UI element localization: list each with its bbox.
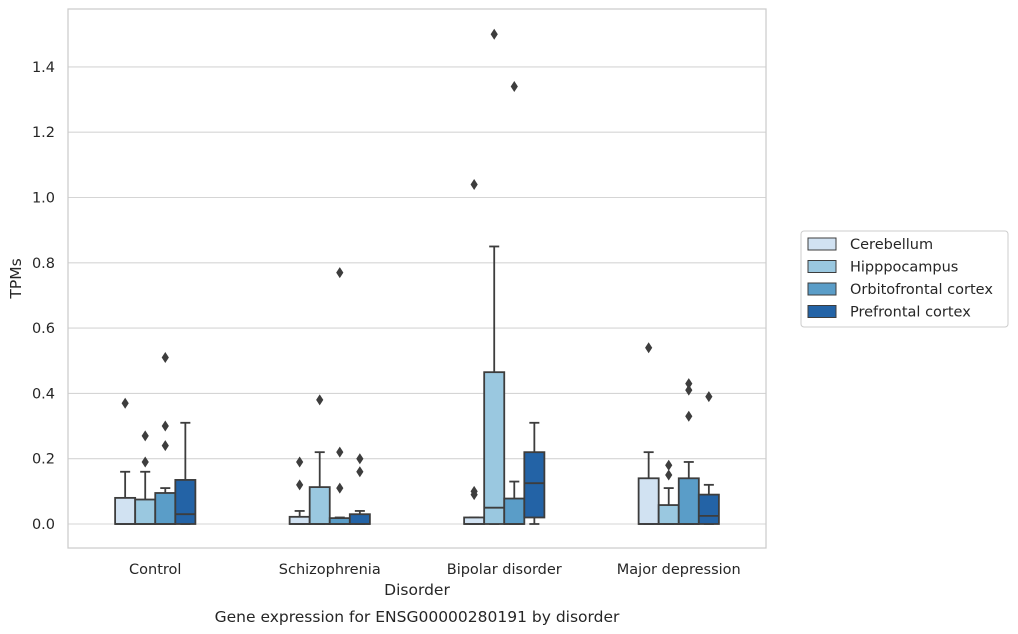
box bbox=[348, 513, 371, 525]
y-tick-label: 0.4 bbox=[32, 386, 55, 402]
outlier-point bbox=[141, 456, 149, 468]
box-group bbox=[503, 80, 526, 525]
box-group bbox=[308, 394, 331, 525]
outlier-point bbox=[685, 378, 693, 390]
legend-label: Orbitofrontal cortex bbox=[850, 282, 993, 298]
legend-label: Prefrontal cortex bbox=[850, 305, 971, 321]
box bbox=[174, 479, 197, 525]
outlier-point bbox=[665, 459, 673, 471]
x-tick-label: Bipolar disorder bbox=[447, 562, 562, 578]
outlier-point bbox=[685, 410, 693, 422]
x-tick-label: Schizophrenia bbox=[279, 562, 381, 578]
box-group bbox=[697, 391, 720, 525]
x-tick-labels: Control Schizophrenia Bipolar disorder Majo… bbox=[129, 562, 741, 578]
legend-label: Cerebellum bbox=[850, 237, 933, 253]
outlier-point bbox=[336, 482, 344, 494]
outlier-point bbox=[316, 394, 324, 406]
box bbox=[677, 477, 700, 525]
box bbox=[154, 492, 177, 525]
outlier-point bbox=[121, 397, 129, 409]
y-tick-label: 0.2 bbox=[32, 452, 55, 468]
x-tick-label: Major depression bbox=[617, 562, 741, 578]
outlier-point bbox=[141, 430, 149, 442]
outlier-point bbox=[161, 351, 169, 363]
outlier-point bbox=[490, 28, 498, 40]
x-tick-label: Control bbox=[129, 562, 181, 578]
outlier-point bbox=[356, 453, 364, 465]
box bbox=[114, 496, 137, 525]
box-group bbox=[523, 421, 546, 525]
box-group bbox=[328, 267, 351, 525]
outlier-point bbox=[336, 446, 344, 458]
box-group bbox=[677, 378, 700, 525]
outlier-point bbox=[705, 391, 713, 403]
outlier-point bbox=[665, 469, 673, 481]
box-group bbox=[657, 459, 680, 525]
box bbox=[288, 515, 311, 525]
legend-label: Hipppocampus bbox=[850, 260, 958, 276]
outlier-point bbox=[470, 178, 478, 190]
x-axis-title: Disorder bbox=[384, 581, 450, 599]
y-tick-label: 0.8 bbox=[32, 256, 55, 272]
box-group bbox=[174, 421, 197, 525]
box-group bbox=[463, 178, 486, 525]
outlier-point bbox=[161, 420, 169, 432]
box bbox=[503, 497, 526, 525]
legend-frame bbox=[800, 230, 1009, 328]
box-group bbox=[114, 397, 137, 525]
y-tick-label: 0.0 bbox=[32, 517, 55, 533]
chart-caption: Gene expression for ENSG00000280191 by d… bbox=[215, 608, 620, 626]
outlier-point bbox=[645, 342, 653, 354]
box-group bbox=[154, 351, 177, 525]
y-tick-label: 1.2 bbox=[32, 125, 55, 141]
y-tick-labels: 0.0 0.2 0.4 0.6 0.8 1.0 1.2 1.4 bbox=[32, 60, 55, 533]
outlier-point bbox=[470, 485, 478, 497]
box bbox=[308, 486, 331, 525]
y-axis-title: TPMs bbox=[7, 258, 25, 299]
legend-swatch bbox=[807, 260, 837, 273]
outlier-point bbox=[356, 466, 364, 478]
box bbox=[483, 371, 506, 525]
box bbox=[523, 451, 546, 519]
grid-lines bbox=[68, 66, 766, 525]
legend-swatch bbox=[807, 282, 837, 296]
box bbox=[134, 498, 157, 525]
outlier-point bbox=[336, 267, 344, 279]
outlier-point bbox=[161, 440, 169, 452]
y-tick-label: 1.4 bbox=[32, 60, 55, 76]
outlier-point bbox=[510, 80, 518, 92]
outlier-point bbox=[296, 456, 304, 468]
box bbox=[657, 504, 680, 525]
legend-swatch bbox=[807, 237, 837, 251]
box bbox=[637, 477, 660, 525]
outlier-point bbox=[685, 384, 693, 396]
box bbox=[697, 493, 720, 525]
plot-area-frame bbox=[67, 8, 767, 549]
box bbox=[463, 516, 486, 525]
box-group bbox=[134, 430, 157, 525]
outlier-point bbox=[296, 479, 304, 491]
box-group bbox=[483, 28, 506, 525]
box-group bbox=[348, 453, 371, 525]
y-tick-label: 1.0 bbox=[32, 191, 55, 207]
y-tick-label: 0.6 bbox=[32, 321, 55, 337]
box-group bbox=[288, 456, 311, 525]
box-group bbox=[637, 342, 660, 525]
legend-swatch bbox=[807, 305, 837, 318]
box-marks bbox=[114, 28, 720, 525]
legend: Cerebellum Hipppocampus Orbitofrontal cort… bbox=[800, 230, 1009, 328]
